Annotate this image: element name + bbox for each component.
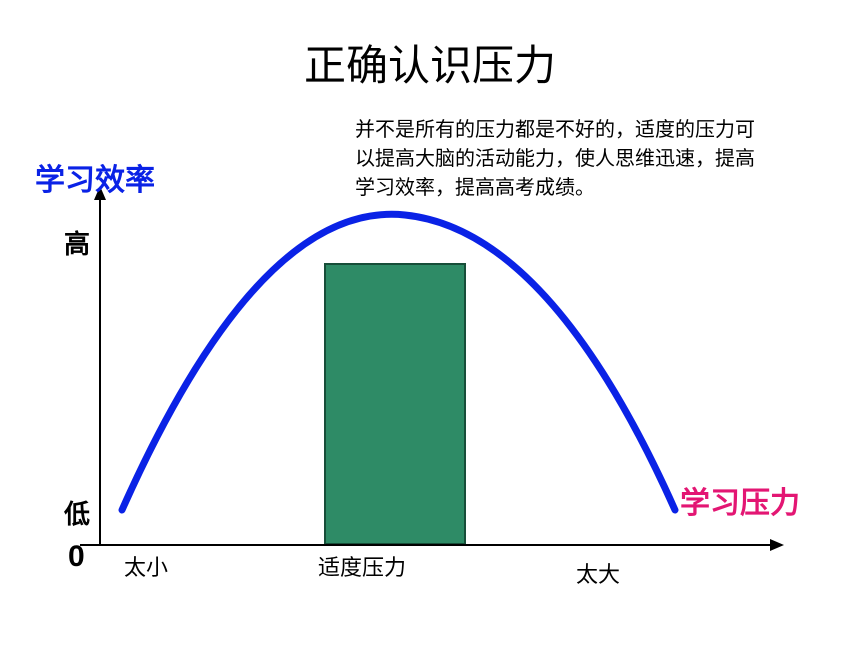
x-tick-too-small: 太小 xyxy=(124,550,168,582)
y-axis xyxy=(94,186,106,545)
stress-efficiency-chart xyxy=(0,0,860,645)
page: 正确认识压力 并不是所有的压力都是不好的，适度的压力可以提高大脑的活动能力，使人… xyxy=(0,0,860,645)
y-tick-low: 低 xyxy=(64,494,90,531)
x-tick-moderate: 适度压力 xyxy=(318,550,406,582)
x-axis-title: 学习压力 xyxy=(680,478,800,522)
y-tick-high: 高 xyxy=(64,224,90,261)
y-axis-title: 学习效率 xyxy=(35,155,155,199)
x-tick-too-large: 太大 xyxy=(576,557,620,589)
optimal-zone-rect xyxy=(325,264,465,544)
x-axis-arrow xyxy=(770,539,784,551)
origin-label: 0 xyxy=(68,540,85,574)
